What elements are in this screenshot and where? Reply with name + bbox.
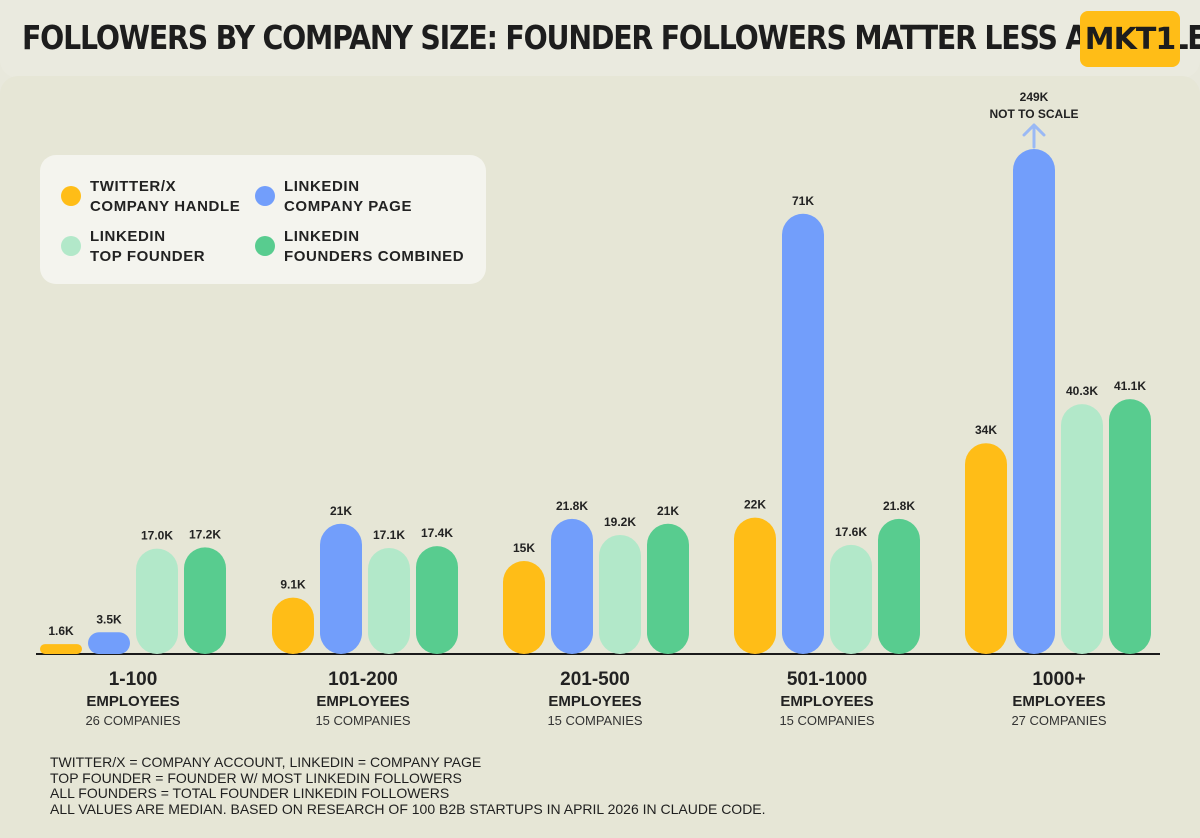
category-label: 201-500: [560, 669, 630, 690]
bar-value-label: 17.4K: [421, 526, 453, 540]
bar: [782, 213, 824, 655]
bar: [88, 632, 130, 654]
bar-value-label: 17.6K: [835, 525, 867, 539]
mkt1-logo: MKT1: [1080, 11, 1180, 67]
category-company-count: 15 COMPANIES: [315, 713, 410, 728]
footnote-line: TWITTER/X = COMPANY ACCOUNT, LINKEDIN = …: [50, 754, 482, 770]
legend-label-line2: TOP FOUNDER: [90, 248, 206, 265]
legend-item-linkedin-company: LINKEDIN COMPANY PAGE: [255, 177, 474, 217]
bar: [136, 548, 178, 654]
bar-value-label: 3.5K: [96, 612, 122, 626]
footnote-line: TOP FOUNDER = FOUNDER W/ MOST LINKEDIN F…: [50, 769, 462, 786]
bar: [368, 547, 410, 654]
bar-value-label: 21K: [330, 504, 352, 518]
legend-label-line2: COMPANY PAGE: [284, 198, 413, 215]
chart-title: FOLLOWERS BY COMPANY SIZE: FOUNDER FOLLO…: [22, 18, 1200, 57]
bar: [1061, 404, 1103, 654]
bar-value-label: 21K: [657, 504, 679, 518]
bar: [320, 523, 362, 654]
category-company-count: 26 COMPANIES: [85, 713, 180, 728]
bar: [272, 597, 314, 654]
bar-value-label: 40.3K: [1066, 384, 1098, 398]
category-sublabel: EMPLOYEES: [548, 693, 641, 710]
category-sublabel: EMPLOYEES: [780, 693, 873, 710]
bar-value-label: 9.1K: [280, 578, 306, 592]
legend-swatch-twitter: [61, 186, 81, 206]
category-label: 1000+: [1032, 669, 1085, 690]
bar-value-label: 21.8K: [883, 499, 915, 513]
bar: [647, 523, 689, 654]
legend-item-twitter: TWITTER/X COMPANY HANDLE: [61, 177, 280, 217]
header-bar: FOLLOWERS BY COMPANY SIZE: FOUNDER FOLLO…: [0, 0, 1200, 78]
bar-value-label: 41.1K: [1114, 379, 1146, 393]
bar-value-label: 17.0K: [141, 529, 173, 543]
bar: [830, 544, 872, 654]
bar-value-label: 22K: [744, 498, 766, 512]
category-sublabel: EMPLOYEES: [1012, 693, 1105, 710]
legend-item-top-founder: LINKEDIN TOP FOUNDER: [61, 227, 280, 267]
legend-swatch-linkedin-company: [255, 186, 275, 206]
bar: [599, 534, 641, 654]
category-sublabel: EMPLOYEES: [316, 693, 409, 710]
bar: [184, 547, 226, 654]
up-arrow-icon: [1022, 123, 1046, 149]
bar-value-label: 15K: [513, 541, 535, 555]
footnotes: TWITTER/X = COMPANY ACCOUNT, LINKEDIN = …: [50, 754, 766, 817]
bar: [965, 443, 1007, 654]
bar-value-label: 249K: [1020, 90, 1049, 104]
legend-label-line1: LINKEDIN: [284, 228, 360, 245]
bar: [416, 546, 458, 654]
legend-label-line2: COMPANY HANDLE: [90, 198, 241, 215]
bar: [734, 517, 776, 654]
legend-swatch-founders-combined: [255, 236, 275, 256]
category-label: 101-200: [328, 669, 398, 690]
footnote-line: ALL FOUNDERS = TOTAL FOUNDER LINKEDIN FO…: [50, 785, 450, 801]
bar-value-label: 1.6K: [48, 624, 74, 638]
category-company-count: 15 COMPANIES: [779, 713, 874, 728]
legend-item-founders-combined: LINKEDIN FOUNDERS COMBINED: [255, 227, 474, 267]
category-label: 501-1000: [787, 669, 867, 690]
footnote-line: ALL VALUES ARE MEDIAN. BASED ON RESEARCH…: [50, 800, 766, 817]
legend-label-line1: TWITTER/X: [90, 178, 177, 195]
bar: [878, 518, 920, 654]
bar-value-label: 71K: [792, 194, 814, 208]
legend-label-line2: FOUNDERS COMBINED: [284, 248, 465, 265]
category-label: 1-100: [109, 669, 158, 690]
category-company-count: 15 COMPANIES: [547, 713, 642, 728]
bar-value-label: 17.2K: [189, 527, 221, 541]
category-company-count: 27 COMPANIES: [1011, 713, 1106, 728]
legend-label-line1: LINKEDIN: [284, 178, 360, 195]
bar: [1013, 149, 1055, 654]
bar: [503, 561, 545, 654]
legend: TWITTER/X COMPANY HANDLE LINKEDIN COMPAN…: [40, 155, 486, 284]
not-to-scale-annotation: NOT TO SCALE: [989, 107, 1078, 121]
bar: [1109, 399, 1151, 654]
legend-swatch-top-founder: [61, 236, 81, 256]
bar: [40, 644, 82, 654]
bar-value-label: 34K: [975, 423, 997, 437]
category-sublabel: EMPLOYEES: [86, 693, 179, 710]
bar-value-label: 21.8K: [556, 499, 588, 513]
bar: [551, 518, 593, 654]
legend-label-line1: LINKEDIN: [90, 228, 166, 245]
bar-value-label: 17.1K: [373, 528, 405, 542]
bar-value-label: 19.2K: [604, 515, 636, 529]
